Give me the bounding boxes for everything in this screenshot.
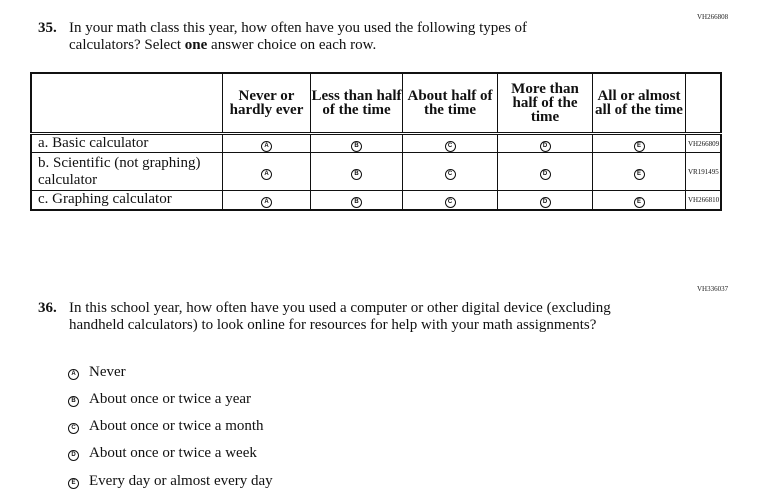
answer-bubble-a[interactable]: A [261,169,272,180]
row-label: b. Scientific (not graphing) calculator [30,152,223,191]
column-header: Never or hardly ever [222,72,311,135]
answer-bubble-e[interactable]: E [633,197,645,209]
row-id: VH266809 [685,133,722,153]
option-d[interactable]: D About once or twice a week [68,445,257,462]
column-header: All or almost all of the time [592,72,686,135]
column-header: More than half of the time [497,72,593,135]
option-a[interactable]: A Never [68,364,126,381]
answer-bubble-e[interactable]: E [633,141,645,152]
question-number: 36. [38,300,57,316]
option-e[interactable]: E Every day or almost every day [68,473,273,490]
table-row: c. Graphing calculator A B C D E VH26681… [30,190,722,210]
answer-bubble-e[interactable]: E [633,169,645,180]
row-id: VH266810 [685,190,722,210]
answer-bubble-a[interactable]: A [261,197,272,209]
option-label: Never [89,364,126,380]
row-label: c. Graphing calculator [30,190,223,210]
row-label: a. Basic calculator [30,133,223,153]
column-header: Less than half of the time [310,72,403,135]
answer-bubble-c[interactable]: C [444,141,456,152]
option-b[interactable]: B About once or twice a year [68,391,251,408]
option-label: About once or twice a year [89,391,252,407]
question-number: 35. [38,20,57,36]
answer-bubble-d[interactable]: D [539,169,551,180]
answer-bubble-b[interactable]: B [68,396,79,407]
question-text: In this school year, how often have you … [69,300,611,333]
answer-bubble-d[interactable]: D [68,450,79,461]
column-header: About half of the time [402,72,498,135]
answer-bubble-d[interactable]: D [539,141,551,152]
option-label: About once or twice a month [89,418,264,434]
table-row: a. Basic calculator A B C D E VH266809 [30,133,722,153]
answer-bubble-b[interactable]: B [351,141,362,152]
item-id: VH266808 [697,13,729,21]
question-text: In your math class this year, how often … [69,20,528,53]
calculator-grid: Never or hardly ever Less than half of t… [30,72,722,211]
question-35: 35. In your math class this year, how of… [38,20,598,54]
answer-bubble-c[interactable]: C [444,197,456,209]
question-36: 36. In this school year, how often have … [38,300,618,334]
answer-bubble-b[interactable]: B [351,197,362,209]
answer-bubble-c[interactable]: C [68,423,79,434]
answer-bubble-a[interactable]: A [261,141,272,152]
answer-bubble-c[interactable]: C [444,169,456,180]
option-label: Every day or almost every day [89,473,273,489]
item-id: VH336037 [697,285,729,293]
table-row: b. Scientific (not graphing) calculator … [30,152,722,191]
row-id: VR191495 [685,152,722,191]
answer-bubble-d[interactable]: D [539,197,551,209]
option-label: About once or twice a week [89,445,257,461]
option-c[interactable]: C About once or twice a month [68,418,264,435]
answer-bubble-e[interactable]: E [68,478,79,489]
answer-bubble-a[interactable]: A [68,369,79,380]
answer-bubble-b[interactable]: B [351,169,362,180]
